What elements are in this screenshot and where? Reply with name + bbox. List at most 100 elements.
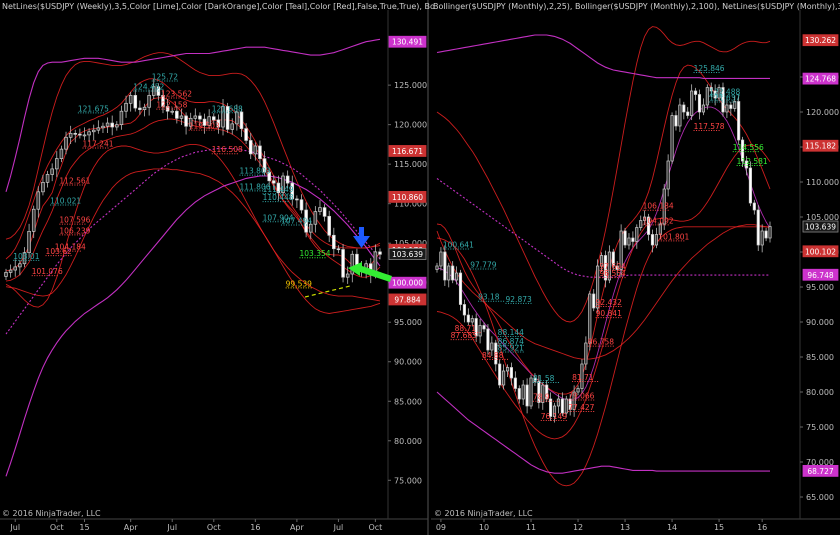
band-line-0	[436, 106, 771, 401]
level-label: 76.149	[540, 412, 567, 421]
svg-text:Oct: Oct	[368, 523, 382, 532]
band-line-3	[5, 78, 381, 260]
level-label: 125.72	[151, 72, 178, 82]
candle	[318, 200, 322, 216]
y-tick-label: 80.000	[800, 388, 834, 397]
candle	[304, 202, 308, 238]
candle	[529, 374, 533, 410]
y-tick-label: 75.000	[800, 423, 834, 432]
svg-text:86.874: 86.874	[498, 337, 524, 346]
level-label: 97.604	[599, 262, 626, 271]
x-tick-label: Jul	[333, 519, 343, 532]
candle	[505, 364, 510, 377]
candle	[147, 89, 151, 116]
yellow-trendline	[304, 285, 351, 298]
svg-text:107.494: 107.494	[281, 217, 312, 226]
svg-text:103.639: 103.639	[805, 223, 836, 232]
candle	[193, 108, 198, 124]
svg-text:85.000: 85.000	[394, 397, 422, 406]
candle	[447, 262, 451, 288]
svg-text:92.432: 92.432	[596, 298, 622, 307]
candle	[68, 125, 73, 145]
price-tag: 100.102	[802, 245, 839, 258]
band-line-8	[436, 34, 770, 79]
candle	[678, 98, 682, 132]
svg-text:85.921: 85.921	[498, 344, 524, 353]
svg-text:68.727: 68.727	[807, 467, 833, 476]
price-tag: 110.860	[388, 190, 427, 203]
candle	[248, 132, 253, 160]
candle	[631, 231, 635, 248]
candle	[322, 204, 327, 222]
candle	[756, 205, 760, 251]
candle	[4, 268, 8, 280]
candle	[635, 224, 639, 249]
level-label: 114.556	[732, 143, 764, 153]
svg-text:103.01: 103.01	[13, 252, 39, 261]
candle	[709, 82, 713, 97]
y-tick-label: 85.000	[800, 353, 834, 362]
candle	[458, 269, 463, 311]
x-tick-label: 09	[436, 519, 446, 532]
svg-text:104.092: 104.092	[643, 216, 674, 225]
candle	[216, 114, 221, 134]
band-line-6	[5, 168, 381, 314]
svg-text:110.448: 110.448	[263, 193, 294, 202]
level-label: 97.779	[470, 261, 497, 270]
x-tick-label: Apr	[290, 519, 305, 532]
candle	[128, 91, 133, 112]
candle	[568, 394, 572, 416]
candle	[744, 156, 749, 176]
candle	[188, 112, 193, 130]
svg-text:121.637: 121.637	[709, 94, 740, 103]
level-label: 113.803	[239, 167, 271, 176]
level-label: 79.066	[568, 392, 595, 401]
candle	[59, 145, 64, 163]
level-label: 90.841	[595, 309, 622, 319]
candle	[221, 98, 225, 136]
svg-text:75.000: 75.000	[806, 423, 834, 432]
svg-text:80.000: 80.000	[806, 388, 834, 397]
candle	[179, 108, 184, 126]
candle	[697, 89, 702, 120]
weekly-chart-panel[interactable]: NetLines($USDJPY (Weekly),3,5,Color [Lim…	[0, 0, 435, 535]
candle	[513, 371, 517, 392]
price-tag: 97.884	[388, 293, 427, 306]
svg-text:112.561: 112.561	[59, 176, 90, 185]
candle	[119, 105, 124, 130]
x-tick-label: 11	[526, 519, 536, 532]
monthly-chart-title: Bollinger($USDJPY (Monthly),2,25), Bolli…	[433, 2, 840, 11]
level-label: 125.846	[693, 64, 725, 74]
level-label: 107.904	[262, 213, 294, 223]
svg-text:103.354: 103.354	[300, 249, 331, 258]
svg-text:99.539: 99.539	[286, 279, 312, 288]
svg-text:15: 15	[79, 523, 89, 532]
candle	[466, 308, 470, 326]
band-line-6	[436, 226, 770, 487]
candle	[623, 227, 627, 249]
monthly-chart-panel[interactable]: Bollinger($USDJPY (Monthly),2,25), Bolli…	[431, 2, 840, 532]
candle	[768, 221, 772, 243]
candle	[13, 259, 17, 277]
level-label: 124.452	[133, 82, 165, 92]
monthly-copyright: © 2016 NinjaTrader, LLC	[434, 509, 533, 518]
svg-text:13: 13	[620, 523, 630, 532]
level-label: 99.539	[285, 279, 312, 289]
band-line-4	[436, 144, 771, 440]
candle	[345, 266, 350, 284]
candle	[207, 109, 211, 129]
x-tick-label: Jul	[166, 519, 177, 532]
candle	[603, 250, 608, 288]
svg-text:65.000: 65.000	[806, 493, 834, 502]
svg-text:Jul: Jul	[166, 523, 177, 532]
candle	[737, 94, 741, 145]
level-label: 86.758	[587, 338, 614, 347]
svg-text:121.688: 121.688	[212, 104, 243, 113]
green-left-arrow-icon	[348, 262, 392, 282]
candle	[341, 243, 345, 283]
candle	[45, 170, 50, 188]
candle	[686, 107, 690, 119]
price-tag: 100.000	[388, 276, 427, 289]
svg-text:104.184: 104.184	[55, 243, 86, 252]
candle	[690, 84, 694, 121]
